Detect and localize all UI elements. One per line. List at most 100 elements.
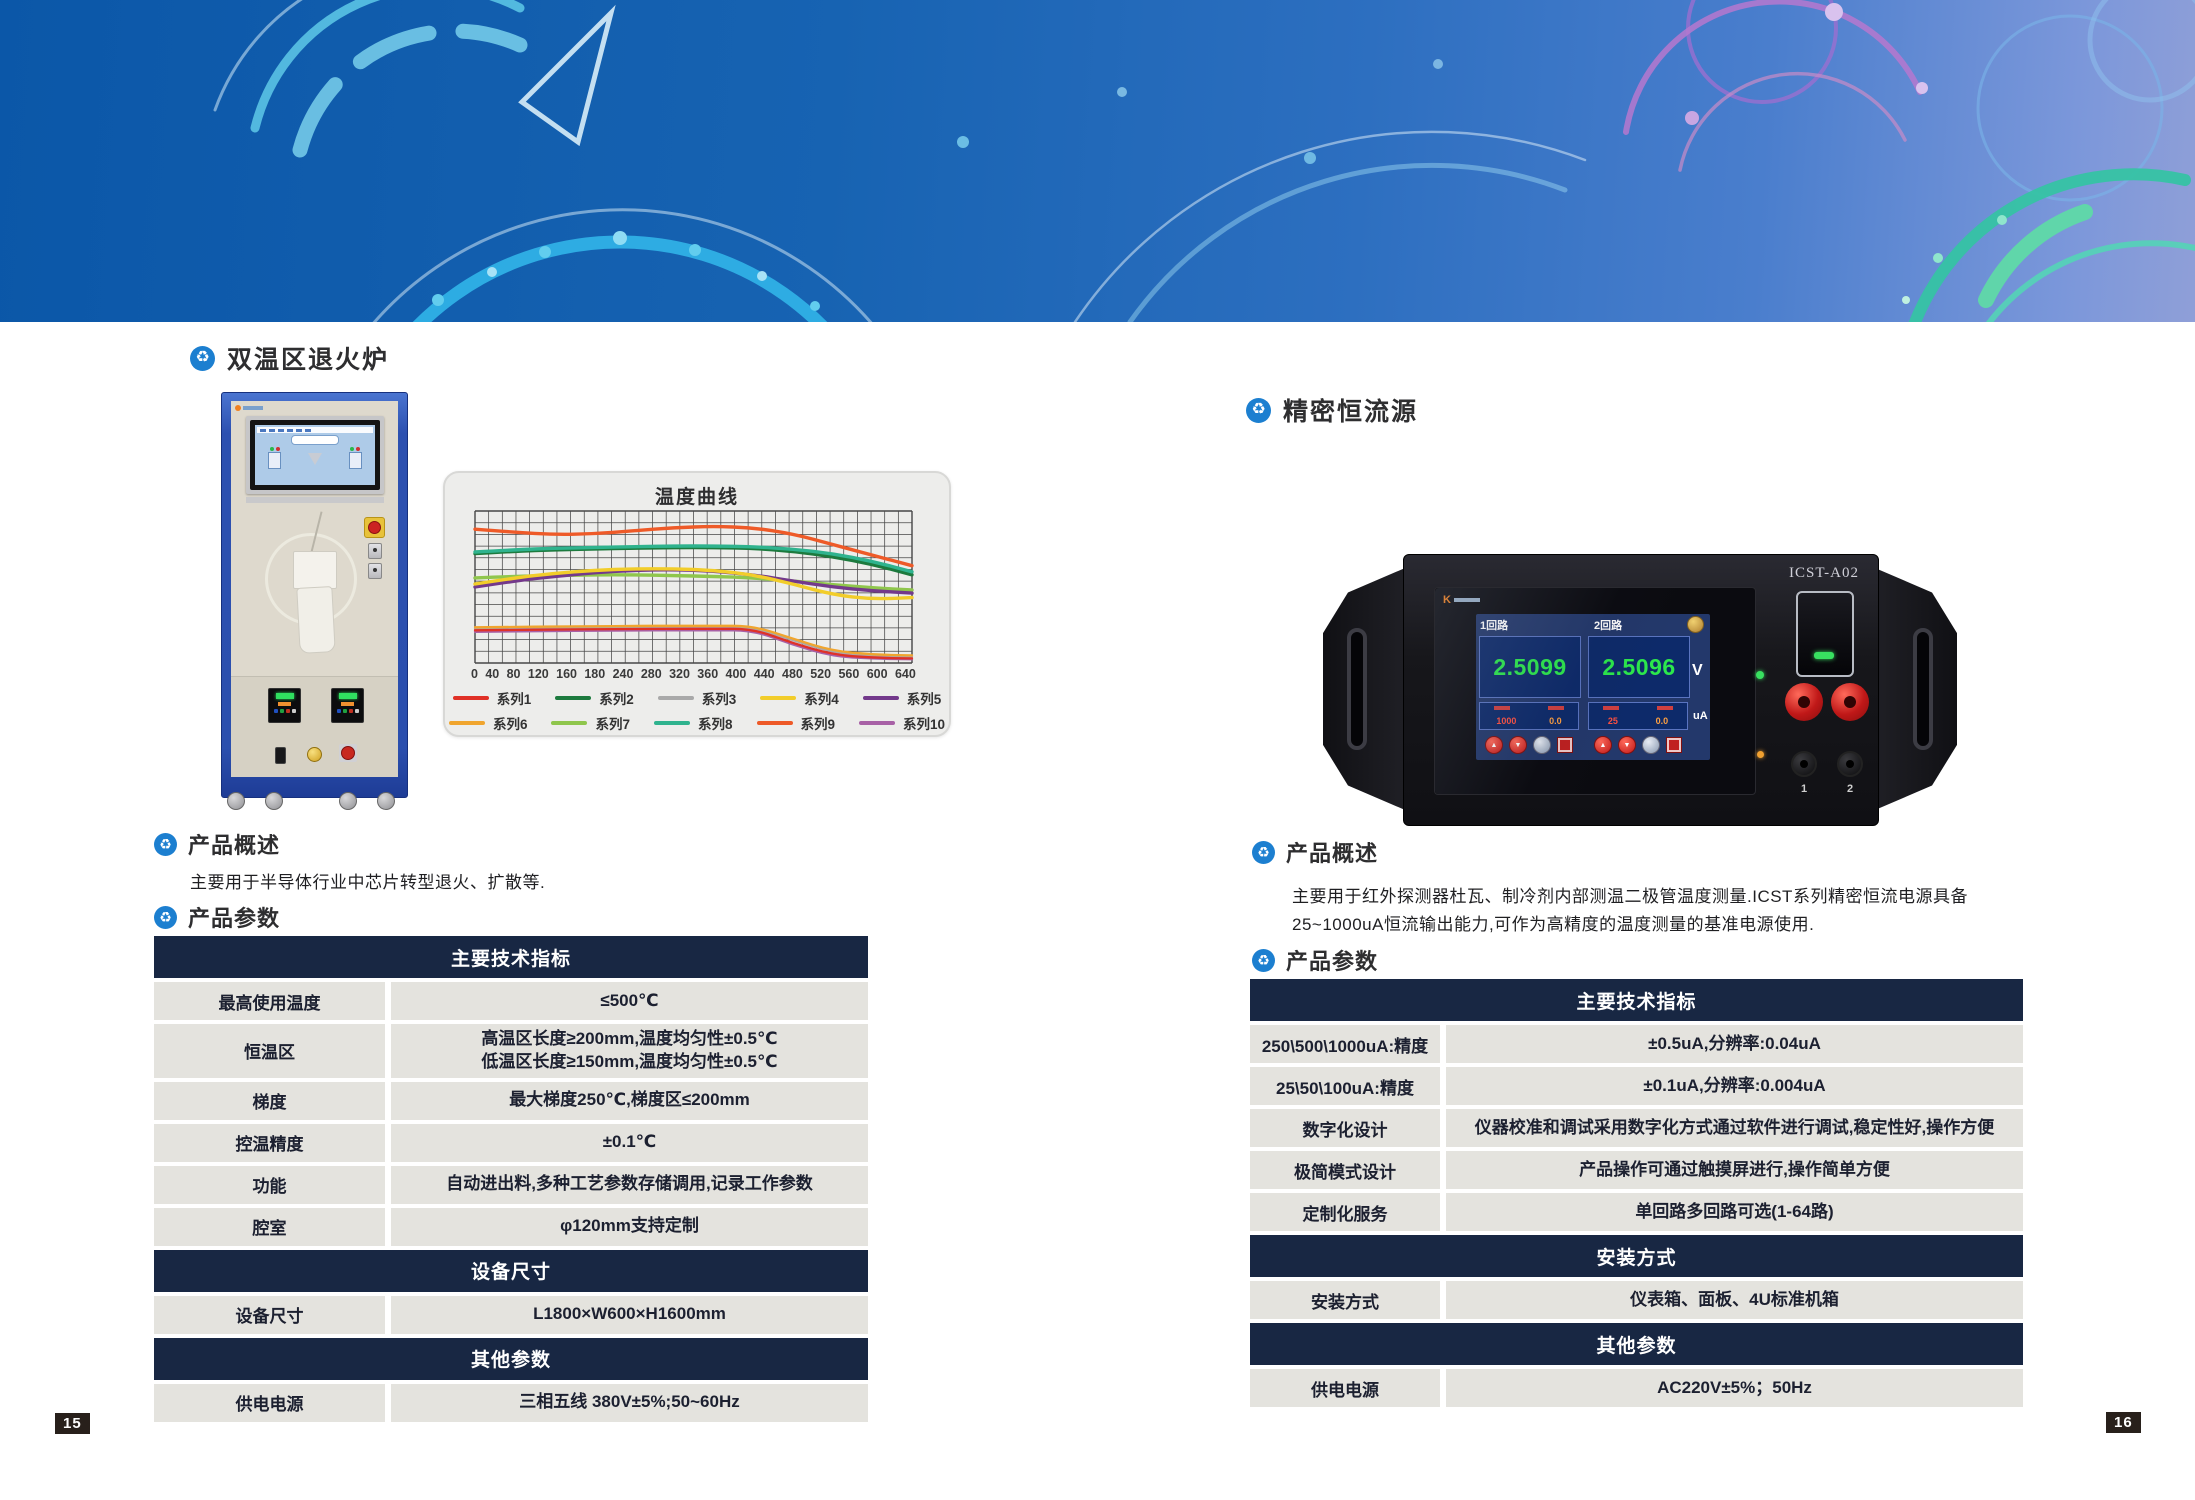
right-overview-heading-row: ♻ 产品概述 — [1252, 836, 1378, 868]
legend-label: 系列9 — [800, 717, 836, 732]
x-tick: 0 — [471, 667, 478, 681]
legend-item: 系列4 — [760, 688, 839, 708]
spec-label: 控温精度 — [154, 1123, 385, 1162]
caster-wheel — [377, 792, 395, 810]
output-terminal-black-1 — [1791, 751, 1817, 777]
spec-label: 恒温区 — [154, 1024, 385, 1078]
channel2-buttons: ▲ ▼ — [1588, 736, 1688, 754]
right-params-heading-row: ♻ 产品参数 — [1252, 944, 1378, 976]
x-tick: 240 — [612, 667, 634, 681]
table-section-header: 主要技术指标 — [154, 936, 868, 978]
section-marker-icon: ♻ — [154, 832, 177, 856]
furnace-trim-strip — [246, 497, 384, 503]
table-row: 供电电源 AC220V±5%；50Hz — [1250, 1369, 2023, 1407]
channel1-set-value: 1000 — [1496, 716, 1517, 726]
spec-label: 梯度 — [154, 1081, 385, 1120]
legend-swatch — [551, 721, 588, 725]
down-button-icon: ▼ — [1618, 736, 1636, 754]
table-section-header: 安装方式 — [1250, 1235, 2023, 1277]
params-heading: 产品参数 — [1286, 949, 1379, 974]
spec-value: 自动进出料,多种工艺参数存储调用,记录工作参数 — [391, 1165, 868, 1204]
overview-heading: 产品概述 — [188, 833, 281, 858]
x-tick: 440 — [753, 667, 775, 681]
furnace-mid-panel — [231, 507, 398, 675]
x-tick: 560 — [838, 667, 860, 681]
spec-label: 25\50\100uA:精度 — [1250, 1067, 1440, 1105]
table-row: 最高使用温度 ≤500℃ — [154, 982, 868, 1020]
menu-button-icon — [1557, 737, 1573, 753]
legend-label: 系列5 — [906, 692, 942, 707]
caster-wheel — [265, 792, 283, 810]
channel1-buttons: ▲ ▼ — [1479, 736, 1579, 754]
table-row: 供电电源 三相五线 380V±5%;50~60Hz — [154, 1383, 868, 1422]
furnace-hmi-screen — [255, 425, 375, 485]
table-row: 梯度 最大梯度250℃,梯度区≤200mm — [154, 1081, 868, 1120]
left-product-title-row: ♻ 双温区退火炉 — [190, 340, 389, 376]
series-line-系列3 — [473, 626, 914, 659]
left-spec-table: 主要技术指标最高使用温度 ≤500℃ 恒温区 高温区长度≥200mm,温度均匀性±0.… — [154, 936, 868, 1422]
overview-heading: 产品概述 — [1286, 841, 1379, 866]
instrument-brand-logo: K — [1443, 594, 1480, 606]
legend-label: 系列4 — [804, 692, 839, 707]
temperature-curve-chart: 温度曲线 0 40 80 120 160 180 240 280 320 360 400 440 480… — [443, 471, 951, 737]
panel-connector — [368, 543, 382, 559]
channel2-measured-value: 0.0 — [1655, 716, 1669, 726]
section-marker-icon: ♻ — [154, 905, 177, 929]
power-led — [1814, 652, 1834, 659]
legend-label: 系列1 — [496, 692, 532, 707]
channel1-measured-value: 0.0 — [1549, 716, 1562, 726]
spec-value: 最大梯度250℃,梯度区≤200mm — [391, 1081, 868, 1120]
spec-label: 供电电源 — [1250, 1369, 1440, 1407]
section-marker-icon: ♻ — [190, 345, 215, 371]
x-tick: 400 — [725, 667, 747, 681]
legend-item: 系列6 — [448, 713, 527, 733]
left-product-title: 双温区退火炉 — [227, 346, 390, 374]
legend-row: 系列1 系列2 系列3 系列4 系列5 — [452, 688, 942, 708]
section-marker-icon: ♻ — [1252, 948, 1275, 972]
chart-title: 温度曲线 — [654, 487, 739, 508]
section-marker-icon: ♻ — [1246, 397, 1271, 423]
spec-label: 定制化服务 — [1250, 1193, 1440, 1231]
legend-swatch — [555, 696, 592, 700]
select-button-icon — [1533, 736, 1551, 754]
spec-label: 250\500\1000uA:精度 — [1250, 1025, 1440, 1063]
left-params-heading-row: ♻ 产品参数 — [154, 901, 280, 933]
table-section-header: 其他参数 — [154, 1337, 868, 1380]
current-source-image: K 1回路 2回路 2.5099 2.5096 V — [1323, 548, 1957, 830]
annealing-furnace-image — [221, 392, 408, 810]
up-button-icon: ▲ — [1594, 736, 1612, 754]
page-number-left: 15 — [55, 1413, 90, 1434]
legend-swatch — [859, 721, 896, 725]
x-tick: 480 — [782, 667, 803, 681]
table-row: 功能 自动进出料,多种工艺参数存储调用,记录工作参数 — [154, 1165, 868, 1204]
spec-value: L1800×W600×H1600mm — [391, 1295, 868, 1334]
spec-label: 极简模式设计 — [1250, 1151, 1440, 1189]
banner — [0, 0, 2195, 322]
right-spec-table: 主要技术指标 250\500\1000uA:精度 ±0.5uA,分辨率:0.04uA… — [1250, 979, 2023, 1407]
touchscreen-ui: 1回路 2回路 2.5099 2.5096 V 1000 0.0 — [1476, 614, 1710, 760]
series-line-系列8 — [473, 544, 914, 574]
left-overview-text: 主要用于半导体行业中芯片转型退火、扩散等. — [190, 873, 546, 892]
temperature-controller — [268, 688, 301, 723]
legend-swatch — [862, 696, 899, 700]
legend-row: 系列6 系列7 系列8 系列9 系列10 — [448, 713, 945, 733]
legend-swatch — [653, 721, 690, 725]
series-line-系列4 — [473, 567, 914, 601]
furnace-brand-logo — [235, 405, 263, 411]
right-product-title-row: ♻ 精密恒流源 — [1246, 392, 1418, 428]
legend-item: 系列7 — [551, 713, 630, 733]
table-row: 腔室 φ120mm支持定制 — [154, 1207, 868, 1246]
output-terminal-red-2 — [1831, 683, 1869, 721]
spec-value: 单回路多回路可选(1-64路) — [1446, 1193, 2023, 1231]
x-tick: 120 — [527, 667, 549, 681]
series-line-系列10 — [473, 629, 914, 661]
chart-plot-area — [473, 510, 914, 664]
right-product-title: 精密恒流源 — [1283, 398, 1419, 426]
legend-item: 系列3 — [657, 688, 736, 708]
legend-label: 系列8 — [697, 717, 733, 732]
table-row: 恒温区 高温区长度≥200mm,温度均匀性±0.5℃ 低温区长度≥150mm,温度均… — [154, 1024, 868, 1078]
status-led-green — [1756, 671, 1764, 679]
series-line-系列1 — [473, 627, 914, 660]
params-heading: 产品参数 — [188, 906, 281, 931]
furnace-hmi-frame — [246, 416, 384, 494]
